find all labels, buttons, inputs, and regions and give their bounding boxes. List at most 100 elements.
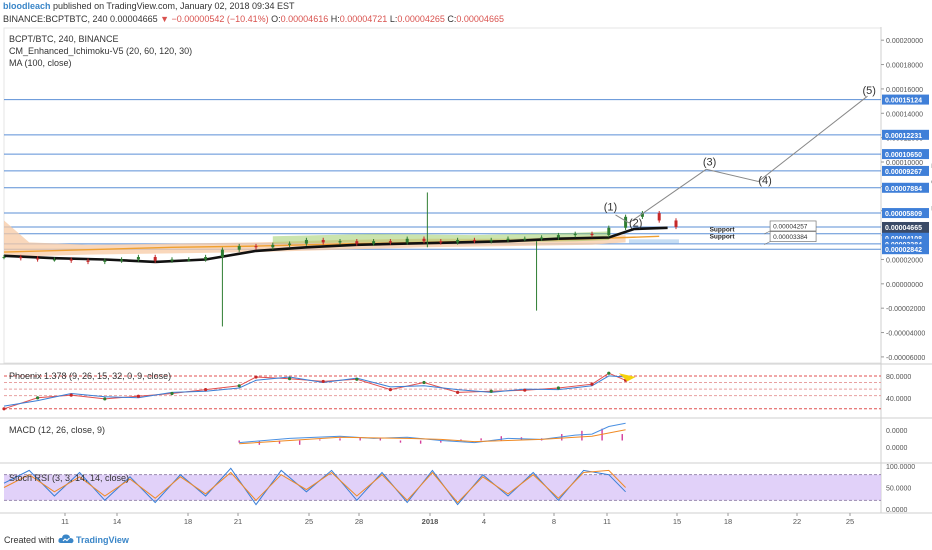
- candle-body: [19, 257, 23, 259]
- phoenix-dot: [237, 384, 241, 388]
- price-tag: [882, 221, 929, 232]
- candle-body: [573, 233, 577, 236]
- y-tick-label: 0.00020000: [886, 38, 923, 45]
- macd-histogram-bar: [621, 434, 623, 441]
- wave-label: (5): [862, 85, 875, 97]
- candle-body: [590, 233, 594, 236]
- candle-body: [86, 260, 90, 262]
- price-tag: [882, 182, 929, 193]
- phoenix-dot: [590, 382, 594, 386]
- x-tick-label: 2018: [422, 517, 439, 526]
- phoenix-dot: [170, 391, 174, 396]
- x-tick-label: 4: [482, 517, 486, 526]
- created-with-label: Created with: [4, 535, 55, 545]
- elliott-wave-path: [628, 95, 868, 224]
- candle-body: [36, 258, 40, 260]
- price-callout-box: [769, 220, 817, 232]
- phoenix-dot: [355, 377, 359, 381]
- candle-body: [355, 241, 359, 244]
- symbol-label: BINANCE:BCPTBTC, 240: [3, 14, 108, 24]
- price-tag: [882, 129, 929, 140]
- stoch-axis-label: 50.0000: [886, 486, 911, 493]
- y-tick-label: 0.00014000: [886, 111, 923, 118]
- price-tag: [882, 232, 929, 243]
- phoenix-dot: [388, 388, 392, 392]
- price-tag-label: 0.00002842: [885, 247, 922, 254]
- candle-body: [120, 259, 124, 261]
- candle-body: [237, 246, 241, 250]
- level-annotation: Support: [710, 234, 736, 241]
- candle-body: [338, 241, 342, 243]
- macd-histogram-bar: [460, 439, 462, 441]
- candle-body: [153, 257, 157, 261]
- macd-histogram-bar: [359, 437, 361, 441]
- price-tag: [882, 94, 929, 105]
- candle-body: [288, 243, 292, 245]
- legend-macd: MACD (12, 26, close, 9): [9, 425, 106, 435]
- author-name[interactable]: bloodleach: [3, 1, 51, 11]
- phoenix-dot: [36, 396, 40, 400]
- callout-pointer: [763, 241, 771, 245]
- candle-body: [52, 259, 56, 261]
- legend-stoch: Stoch RSI (3, 3, 14, 14, close): [9, 473, 130, 483]
- candle-body: [2, 257, 6, 259]
- price-callout-label: 0.00003384: [773, 234, 808, 241]
- phoenix-dot: [607, 371, 611, 375]
- stoch-axis-label: 100.0000: [886, 464, 915, 471]
- chart-area[interactable]: 0.00020000 0.00018000 0.00016000 0.00014000…: [0, 27, 932, 529]
- candle-body: [372, 241, 376, 244]
- macd-histogram-bar: [319, 439, 321, 441]
- candle-body: [674, 220, 678, 227]
- x-tick-label: 14: [113, 517, 121, 526]
- wave-label: (3): [703, 157, 716, 169]
- macd-histogram-bar: [379, 438, 382, 441]
- phoenix-dot: [556, 386, 561, 390]
- macd-histogram-bar: [238, 440, 240, 443]
- macd-histogram-bar: [298, 440, 301, 445]
- open-label: O:: [271, 14, 281, 24]
- candle-body: [489, 239, 493, 242]
- candle-body: [170, 259, 174, 261]
- candle-body: [69, 259, 73, 261]
- macd-histogram-bar: [500, 436, 502, 441]
- phoenix-dot: [489, 389, 493, 393]
- y-tick-label: -0.00002000: [886, 306, 925, 313]
- legend-phoenix: Phoenix 1.378 (9, 26, 15, 32, 0, 9, clos…: [9, 371, 172, 381]
- candle-body: [422, 238, 426, 242]
- candle-body: [439, 241, 443, 243]
- high-value: 0.00004721: [339, 14, 388, 24]
- candle-body: [304, 239, 308, 244]
- level-annotation: Support: [710, 226, 736, 233]
- macd-line: [239, 422, 626, 444]
- phoenix-dot: [422, 380, 426, 385]
- candle-body: [321, 239, 325, 243]
- price-tag-label: 0.00015124: [885, 98, 922, 105]
- phoenix-dot: [69, 393, 73, 397]
- macd-histogram-bar: [278, 440, 281, 444]
- x-tick-label: 22: [793, 517, 801, 526]
- price-tag: [882, 165, 929, 176]
- support-zone: [628, 239, 679, 244]
- publish-info: published on TradingView.com, January 02…: [53, 1, 295, 11]
- candle-body: [456, 239, 460, 243]
- close-value: 0.00004665: [456, 14, 504, 24]
- macd-line: [239, 429, 626, 445]
- price-tag: [882, 149, 929, 160]
- x-tick-label: 11: [603, 517, 611, 526]
- macd-histogram-bar: [419, 440, 422, 444]
- macd-histogram-bar: [399, 440, 402, 443]
- candle-body: [640, 213, 644, 217]
- stoch-band: [4, 474, 881, 501]
- chart-header: bloodleach published on TradingView.com,…: [0, 0, 932, 27]
- tradingview-brand[interactable]: TradingView: [76, 535, 129, 545]
- wave-label: (2): [629, 218, 642, 230]
- y-tick-label: 0.00016000: [886, 87, 923, 94]
- price-tag-label: 0.00009267: [885, 169, 922, 176]
- symbol-line: BINANCE:BCPTBTC, 240 0.00004665 ▼ −0.000…: [3, 14, 504, 25]
- main-price-pane: [3, 27, 882, 364]
- x-tick-label: 18: [724, 517, 732, 526]
- phoenix-dot: [136, 394, 140, 398]
- x-tick-label: 8: [552, 517, 556, 526]
- high-label: H:: [330, 14, 340, 24]
- candle-body: [271, 244, 275, 248]
